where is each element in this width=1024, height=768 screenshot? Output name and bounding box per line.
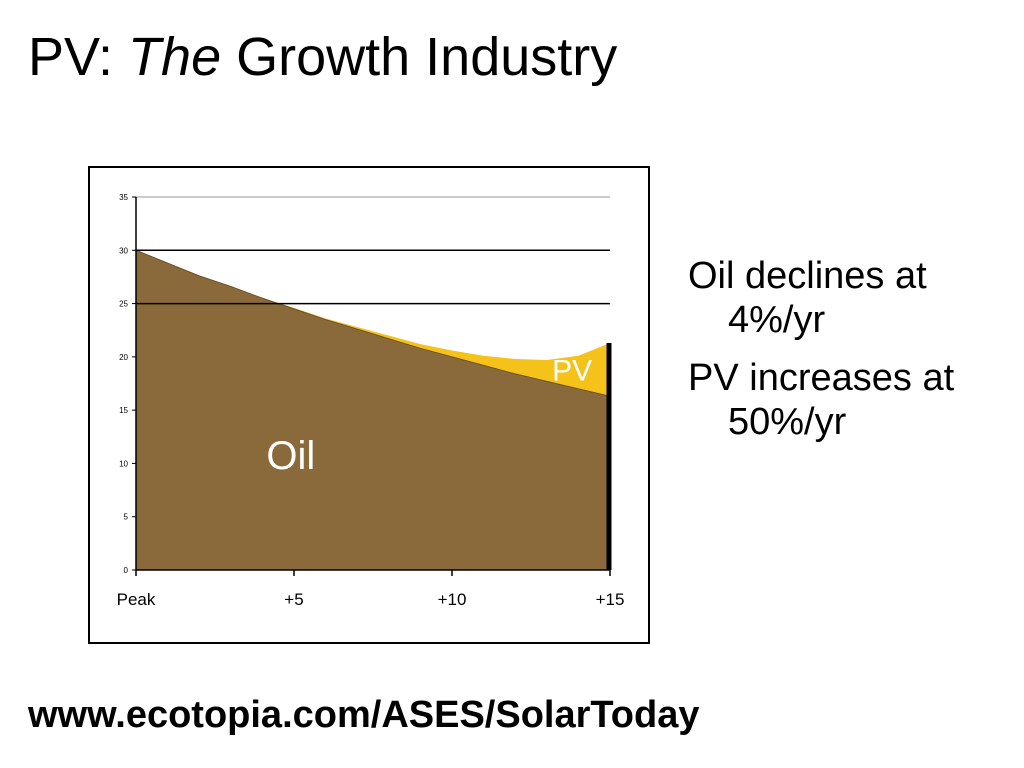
y-tick-label-35: 35 (119, 193, 128, 202)
x-tick-label-0: Peak (117, 590, 156, 609)
series-pv-area (136, 250, 610, 397)
bullet-oil-declines: Oil declines at 4%/yr (688, 255, 927, 342)
series-label-pv: PV (552, 354, 592, 387)
y-tick-label-25: 25 (119, 300, 128, 309)
x-tick-label-15: +15 (596, 590, 625, 609)
bullet-list: Oil declines at 4%/yr PV increases at 50… (688, 254, 1008, 458)
footer-url: www.ecotopia.com/ASES/SolarToday (28, 694, 700, 736)
x-tick-label-5: +5 (284, 590, 303, 609)
title-prefix: PV: (28, 27, 129, 87)
bullet-pv-increases: PV increases at 50%/yr (688, 357, 955, 444)
y-tick-label-0: 0 (124, 566, 129, 575)
series-label-oil: Oil (266, 434, 315, 478)
oil-pv-area-chart: 0 5 10 15 20 25 30 35 Peak +5 +10 +15 Oil PV (117, 193, 625, 609)
y-tick-label-5: 5 (124, 513, 129, 522)
title-suffix: Growth Industry (221, 27, 618, 87)
y-tick-label-20: 20 (119, 353, 128, 362)
y-tick-label-30: 30 (119, 246, 128, 255)
series-oil-area (135, 249, 611, 571)
title-italic: The (128, 27, 222, 87)
y-tick-label-10: 10 (119, 459, 128, 468)
chart-frame: 0 5 10 15 20 25 30 35 Peak +5 +10 +15 Oil PV (88, 166, 650, 644)
slide-title: PV: The Growth Industry (28, 27, 618, 87)
x-tick-label-10: +10 (438, 590, 467, 609)
y-tick-label-15: 15 (119, 406, 128, 415)
